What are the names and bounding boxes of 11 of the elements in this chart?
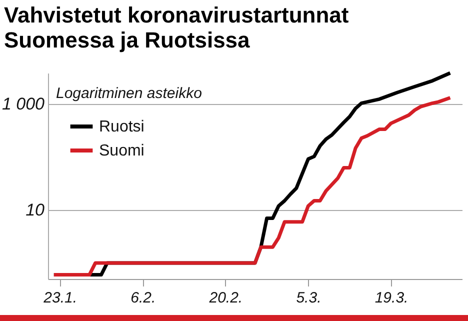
x-tick-label: 19.3. — [374, 290, 408, 306]
chart-title: Vahvistetut koronavirustartunnat Suomessa ja Ruotsissa — [4, 2, 350, 52]
x-tick-label: 23.1. — [42, 290, 78, 306]
x-tick-label: 6.2. — [130, 290, 156, 306]
x-tick-label: 20.2. — [208, 290, 243, 306]
legend-label: Ruotsi — [99, 118, 144, 136]
y-tick-label: 10 — [26, 200, 46, 220]
y-tick-label: 1 000 — [2, 94, 46, 114]
x-tick-label: 5.3. — [296, 290, 322, 306]
legend-label: Suomi — [99, 142, 144, 160]
annotation: Logaritminen asteikko — [56, 85, 202, 102]
